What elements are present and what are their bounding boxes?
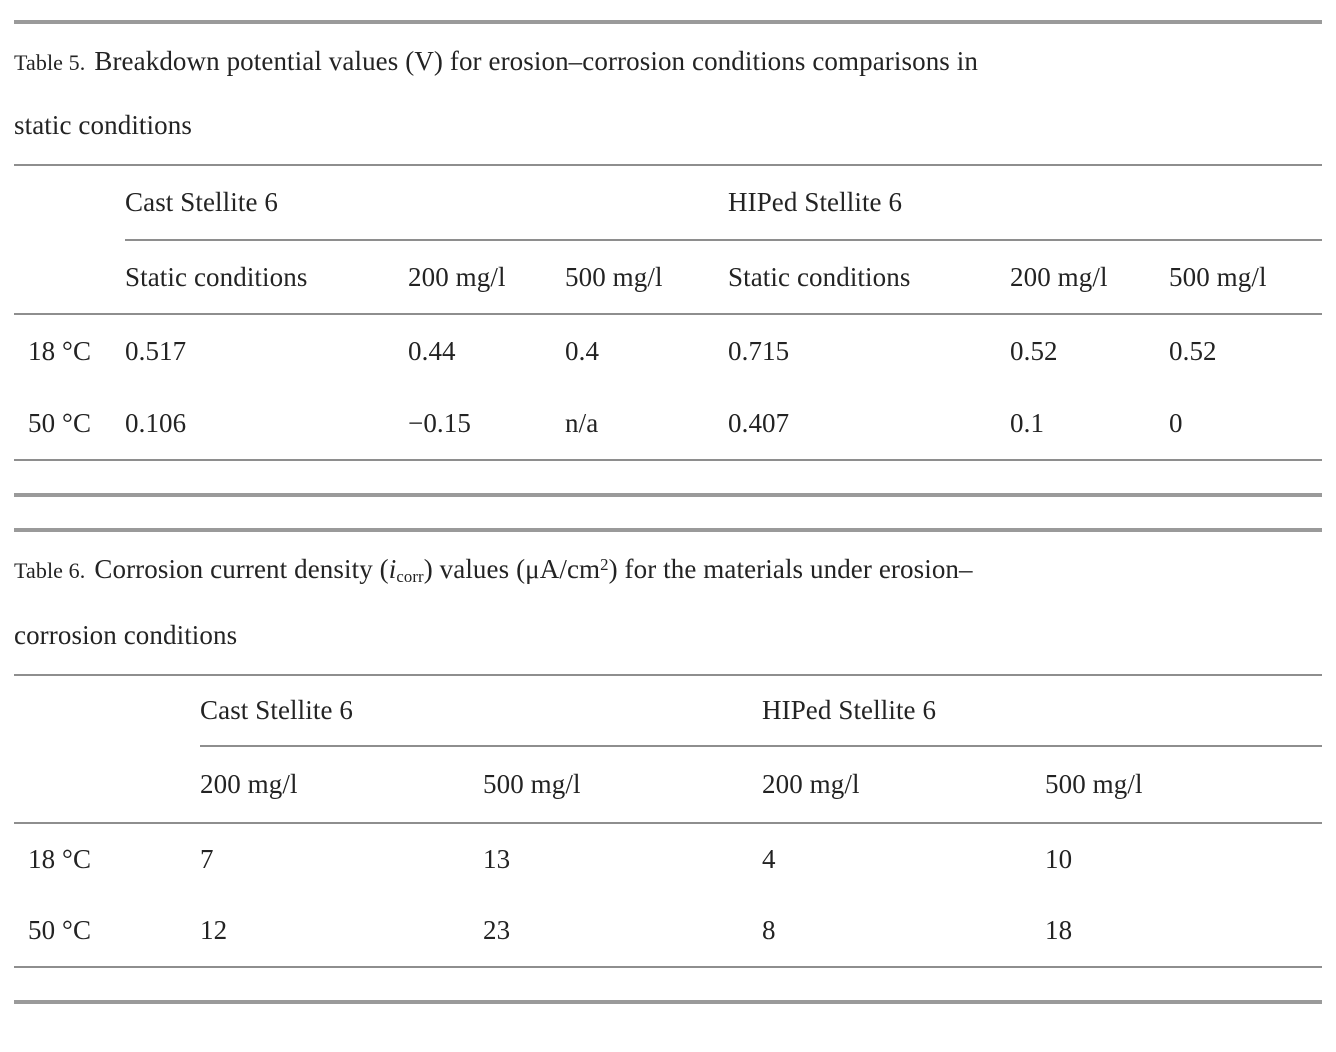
value-cell: 23 (483, 915, 511, 945)
value-cell: 0.44 (408, 335, 456, 366)
value-cell: 12 (200, 915, 228, 945)
table5-column-header-row: Static conditions 200 mg/l 500 mg/l Stat… (14, 240, 1322, 315)
table6-caption-part1: Corrosion current density ( (94, 554, 389, 584)
column-header-cell: 200 mg/l (762, 746, 1045, 824)
row-label-cell: 50 °C (28, 915, 92, 945)
value-cell: −0.15 (408, 407, 471, 438)
value-cell: 0 (1169, 407, 1183, 438)
value-cell: 0.517 (125, 335, 187, 366)
table6-caption-part2: ) values (μA/cm (423, 554, 601, 584)
value-cell: 0.52 (1010, 335, 1058, 366)
group-header-hiped: HIPed Stellite 6 (762, 675, 1322, 747)
column-header-cell: 200 mg/l (1010, 240, 1169, 315)
page: Table 5. Breakdown potential values (V) f… (0, 20, 1336, 1004)
table-row: 50 °C 0.106 −0.15 n/a 0.407 0.1 0 (14, 387, 1322, 460)
value-cell: 0.715 (728, 335, 790, 366)
column-header-cell: 200 mg/l (408, 240, 565, 315)
icorr-symbol: i (388, 554, 397, 584)
table6-column-header-row: 200 mg/l 500 mg/l 200 mg/l 500 mg/l (14, 746, 1322, 824)
table5-group-header-row: Cast Stellite 6 HIPed Stellite 6 (14, 165, 1322, 241)
value-cell: 0.4 (565, 335, 600, 366)
row-label-cell: 50 °C (28, 407, 92, 438)
column-header-cell: 500 mg/l (483, 746, 762, 824)
corner-cell (14, 675, 200, 746)
corner-cell (14, 240, 125, 315)
value-cell: 8 (762, 915, 776, 945)
group-header-hiped: HIPed Stellite 6 (728, 165, 1322, 241)
row-label-cell: 18 °C (28, 844, 92, 874)
table5-caption: Table 5. Breakdown potential values (V) f… (14, 30, 1322, 156)
table6: Cast Stellite 6 HIPed Stellite 6 200 mg/… (14, 674, 1322, 968)
icorr-subscript: corr (396, 566, 424, 586)
table6-caption-label: Table 6. (14, 558, 86, 583)
table6-group-header-row: Cast Stellite 6 HIPed Stellite 6 (14, 675, 1322, 747)
table5: Cast Stellite 6 HIPed Stellite 6 Static … (14, 164, 1322, 461)
table5-caption-text-line1: Breakdown potential values (V) for erosi… (94, 46, 978, 76)
group-header-cast: Cast Stellite 6 (200, 675, 762, 747)
table6-top-bar (14, 528, 1322, 532)
table-row: 50 °C 12 23 8 18 (14, 895, 1322, 967)
value-cell: 10 (1045, 844, 1073, 874)
row-label-cell: 18 °C (28, 335, 92, 366)
value-cell: 7 (200, 844, 214, 874)
value-cell: 0.52 (1169, 335, 1217, 366)
table6-caption-part3: ) for the materials under erosion– (608, 554, 973, 584)
corner-cell (14, 165, 125, 240)
table6-section: Table 6. Corrosion current density (icorr… (14, 528, 1322, 1004)
column-header-cell: 500 mg/l (565, 240, 728, 315)
column-header-cell: Static conditions (728, 240, 1010, 315)
table5-section: Table 5. Breakdown potential values (V) f… (14, 20, 1322, 497)
value-cell: 0.407 (728, 407, 790, 438)
table5-top-bar (14, 20, 1322, 24)
table5-bottom-bar (14, 493, 1322, 497)
table6-caption: Table 6. Corrosion current density (icorr… (14, 538, 1322, 666)
table-row: 18 °C 7 13 4 10 (14, 823, 1322, 895)
value-cell: 13 (483, 844, 511, 874)
column-header-cell: Static conditions (125, 240, 408, 315)
corner-cell (14, 746, 200, 824)
table6-caption-line2: corrosion conditions (14, 620, 238, 650)
value-cell: 0.106 (125, 407, 187, 438)
value-cell: 4 (762, 844, 776, 874)
value-cell: n/a (565, 407, 599, 438)
column-header-cell: 500 mg/l (1169, 240, 1322, 315)
table5-caption-label: Table 5. (14, 50, 86, 75)
value-cell: 18 (1045, 915, 1073, 945)
value-cell: 0.1 (1010, 407, 1045, 438)
table6-bottom-bar (14, 1000, 1322, 1004)
cm-superscript: 2 (600, 554, 609, 574)
table5-caption-text-line2: static conditions (14, 110, 192, 140)
group-header-cast: Cast Stellite 6 (125, 165, 728, 241)
column-header-cell: 500 mg/l (1045, 746, 1322, 824)
column-header-cell: 200 mg/l (200, 746, 483, 824)
table-row: 18 °C 0.517 0.44 0.4 0.715 0.52 0.52 (14, 314, 1322, 387)
